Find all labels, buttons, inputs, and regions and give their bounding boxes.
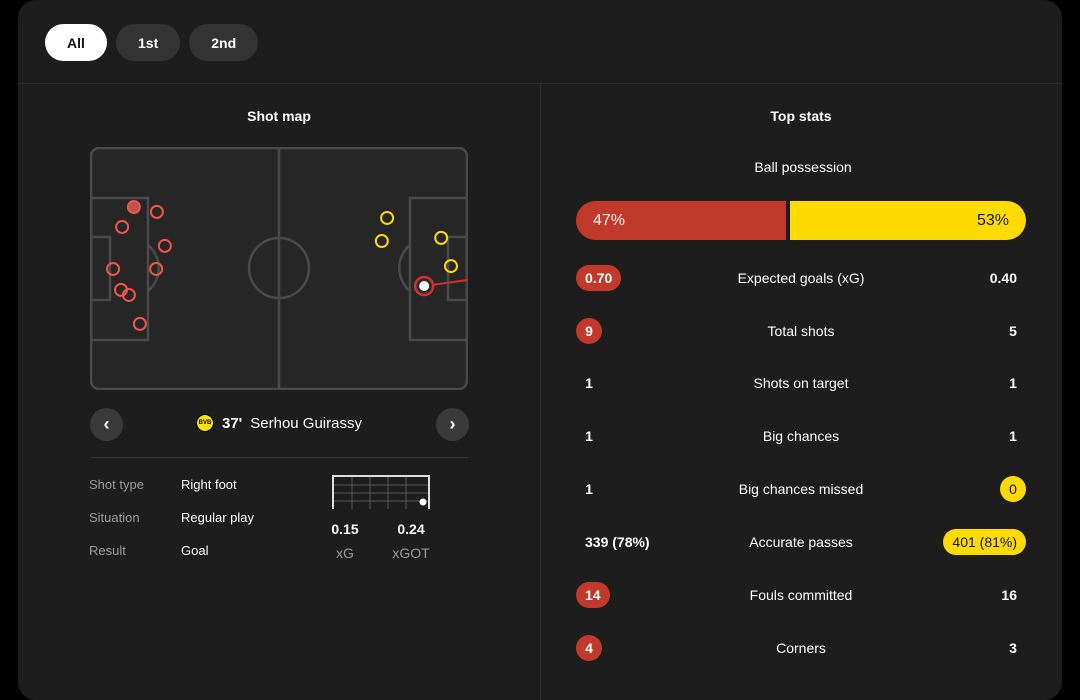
home-shot-marker[interactable] [132,316,147,331]
value: Right foot [181,477,237,492]
home-value: 1 [585,428,593,444]
next-shot-button[interactable]: › [436,408,469,441]
home-value: 339 (78%) [585,534,650,550]
selected-shot-player: BVB 37' Serhou Guirassy [196,414,362,432]
away-shot-marker[interactable] [443,259,458,274]
previous-shot-button[interactable]: ‹ [90,408,123,441]
result-row: Result Goal [89,543,208,558]
away-value: 0.40 [989,270,1017,286]
home-shot-marker[interactable] [157,238,172,253]
label: Situation [89,510,140,525]
stat-label: Expected goals (xG) [737,270,865,286]
football-icon [419,280,430,291]
shot-type-row: Shot type Right foot [89,477,237,492]
stat-label: Big chances [762,428,840,444]
goal-frame-icon [332,475,430,509]
stat-row: 339 (78%) Accurate passes 401 (81%) [576,529,1026,555]
stat-row: 1 Big chances missed 0 [576,476,1026,502]
away-value: 5 [1009,323,1017,339]
xgot-label: xGOT [392,545,430,561]
tab-second-half[interactable]: 2nd [189,24,259,61]
home-value: 0.70 [576,265,622,291]
home-shot-marker[interactable] [149,204,164,219]
home-value: 1 [585,375,593,391]
away-value: 3 [1009,640,1017,656]
value: Goal [181,543,209,558]
stat-row: 14 Fouls committed 16 [576,582,1026,608]
possession-label: Ball possession [754,159,852,175]
home-shot-marker[interactable] [121,287,136,302]
stat-label: Fouls committed [749,587,853,603]
home-value: 9 [576,318,602,344]
stat-label: Corners [776,640,826,656]
away-value: 1 [1009,375,1017,391]
shot-map-pitch [90,147,468,390]
stat-row: 0.70 Expected goals (xG) 0.40 [576,265,1026,291]
divider [540,84,541,700]
label: Shot type [89,477,144,492]
stat-row: 9 Total shots 5 [576,318,1026,344]
home-shot-marker[interactable] [106,261,121,276]
match-stats-card: All 1st 2nd Shot map ‹ BVB 37' Serhou Gu… [18,0,1062,700]
away-value: 1 [1009,428,1017,444]
stat-label: Total shots [767,323,835,339]
shot-minute: 37' [222,414,243,432]
period-tabs: All 1st 2nd [45,24,259,61]
away-shot-marker[interactable] [380,210,395,225]
tab-all[interactable]: All [45,24,107,61]
xgot-value: 0.24 [397,521,425,537]
home-shot-marker[interactable] [115,219,130,234]
stat-row: 4 Corners 3 [576,635,1026,661]
divider [90,457,468,458]
possession-away: 53% [789,201,1026,240]
home-shot-marker[interactable] [126,200,141,215]
player-name: Serhou Guirassy [250,414,362,432]
situation-row: Situation Regular play [89,510,254,525]
xg-label: xG [336,545,354,561]
tab-first-half[interactable]: 1st [116,24,181,61]
label: Result [89,543,126,558]
home-value: 4 [576,635,602,661]
home-value: 14 [576,582,610,608]
top-stats-title: Top stats [770,108,832,124]
shot-map-title: Shot map [247,108,311,124]
stat-row: 1 Big chances 1 [576,423,1026,449]
home-shot-marker[interactable] [149,261,164,276]
team-badge-icon: BVB [196,414,214,432]
possession-home: 47% [576,201,786,240]
away-value: 16 [1001,587,1017,603]
away-value: 401 (81%) [943,529,1026,555]
stat-label: Shots on target [753,375,849,391]
possession-bar: 47% 53% [576,201,1026,240]
home-value: 1 [585,481,593,497]
away-shot-marker[interactable] [374,234,389,249]
stat-label: Big chances missed [738,481,864,497]
away-shot-marker[interactable] [434,230,449,245]
stat-row: 1 Shots on target 1 [576,370,1026,396]
divider [18,83,1062,84]
away-value: 0 [1000,476,1026,502]
value: Regular play [181,510,254,525]
xg-value: 0.15 [331,521,359,537]
